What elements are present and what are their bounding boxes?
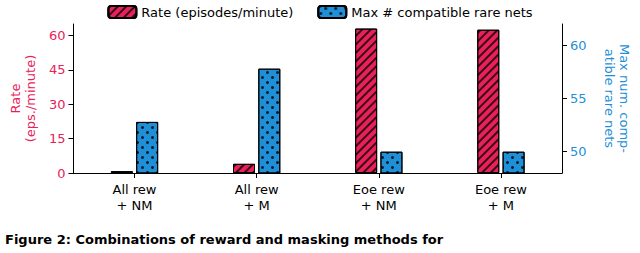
svg-text:55: 55 bbox=[570, 91, 587, 106]
svg-text:(eps./minute): (eps./minute) bbox=[23, 55, 38, 143]
svg-text:60: 60 bbox=[570, 38, 587, 53]
svg-text:30: 30 bbox=[49, 97, 66, 112]
svg-text:0: 0 bbox=[57, 166, 65, 181]
svg-text:Rate: Rate bbox=[8, 84, 23, 114]
svg-text:45: 45 bbox=[49, 62, 66, 77]
svg-text:+ NM: + NM bbox=[361, 198, 397, 213]
svg-text:+ M: + M bbox=[244, 198, 270, 213]
svg-text:50: 50 bbox=[570, 144, 587, 159]
svg-text:All rew: All rew bbox=[235, 182, 279, 197]
svg-text:All rew: All rew bbox=[113, 182, 157, 197]
svg-text:Eoe rew: Eoe rew bbox=[475, 182, 527, 197]
svg-text:+ M: + M bbox=[488, 198, 514, 213]
svg-text:Figure 2: Combinations of rewa: Figure 2: Combinations of reward and mas… bbox=[5, 232, 444, 247]
svg-text:Eoe rew: Eoe rew bbox=[353, 182, 405, 197]
svg-text:Max # compatible rare nets: Max # compatible rare nets bbox=[351, 5, 533, 20]
svg-text:Max num. comp-: Max num. comp- bbox=[617, 44, 632, 153]
svg-text:atible rare nets: atible rare nets bbox=[602, 49, 617, 149]
svg-text:60: 60 bbox=[49, 28, 66, 43]
svg-text:+ NM: + NM bbox=[117, 198, 153, 213]
svg-text:Rate (episodes/minute): Rate (episodes/minute) bbox=[141, 5, 293, 20]
svg-text:15: 15 bbox=[49, 131, 66, 146]
